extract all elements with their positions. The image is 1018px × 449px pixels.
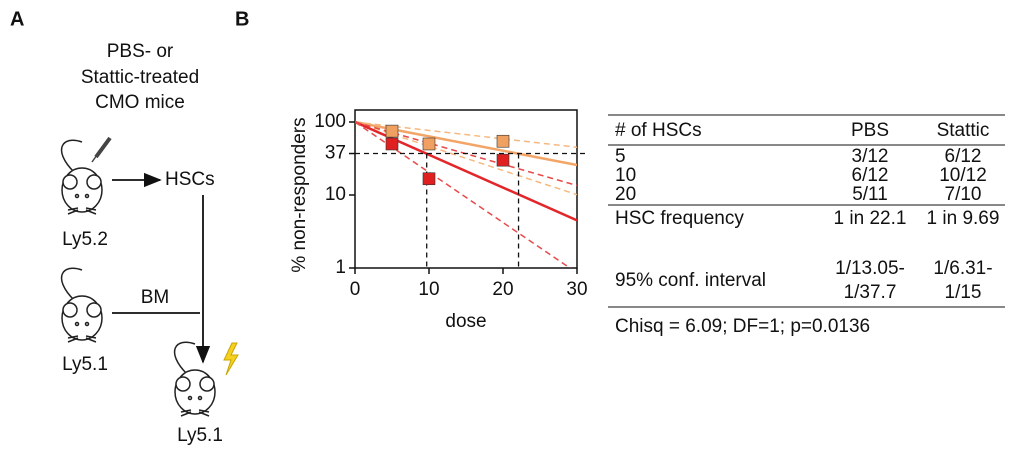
table-cell: 5 [615,146,626,167]
y-tick-label: 100 [314,111,346,132]
table-footer: Chisq = 6.09; DF=1; p=0.0136 [615,316,870,337]
data-point [422,137,436,151]
mouse-icon [60,139,103,215]
x-tick-label: 0 [350,279,361,300]
table-cell: 7/10 [945,184,982,205]
data-point [422,172,436,186]
table-cell: HSC frequency [615,208,744,229]
table-cell: 6/12 [852,165,889,186]
table-cell: 5/11 [852,184,888,205]
fit-line [355,121,577,196]
table-cell: 3/12 [852,146,889,167]
table-cell: 1 in 22.1 [834,208,907,229]
mouse-icon [173,341,216,417]
table-cell: 1/13.05- [835,258,905,279]
table-cell: 1/15 [945,282,982,303]
panel-label: A [10,8,24,30]
table-cell: 1/37.7 [844,282,897,303]
mouse-icon [60,267,103,343]
y-tick-label: 1 [335,257,346,278]
data-point [385,124,399,138]
y-axis-label: % non-responders [289,117,310,272]
table-cell: 10 [615,165,636,186]
irradiation-icon [223,342,239,376]
table-header: # of HSCs [615,120,702,141]
treatment-text: Stattic-treated [81,67,199,88]
competitor-label: Ly5.1 [62,354,108,375]
table-cell: 1/6.31- [933,258,992,279]
syringe [91,136,112,163]
recipient-label: Ly5.1 [177,425,223,446]
cells-label: HSCs [165,169,215,190]
y-tick-label: 37 [325,143,346,164]
data-point [496,134,510,148]
fit-line [355,121,577,148]
data-point [385,137,399,151]
panel-label: B [235,8,249,30]
treatment-text: PBS- or [107,41,174,62]
table-cell: 20 [615,184,636,205]
data-point [496,153,510,167]
bm-label: BM [141,287,170,308]
x-tick-label: 20 [492,279,513,300]
table-header: PBS [851,120,889,141]
table-cell: 95% conf. interval [615,270,766,291]
x-axis-label: dose [445,311,486,332]
table-header: Stattic [937,120,990,141]
plot-frame [354,109,578,269]
y-tick-label: 10 [325,184,346,205]
treatment-text: CMO mice [95,92,185,113]
x-tick-label: 30 [566,279,587,300]
table-cell: 6/12 [945,146,982,167]
x-tick-label: 10 [418,279,439,300]
donor-label: Ly5.2 [62,229,108,250]
table-cell: 10/12 [939,165,987,186]
table-cell: 1 in 9.69 [927,208,1000,229]
